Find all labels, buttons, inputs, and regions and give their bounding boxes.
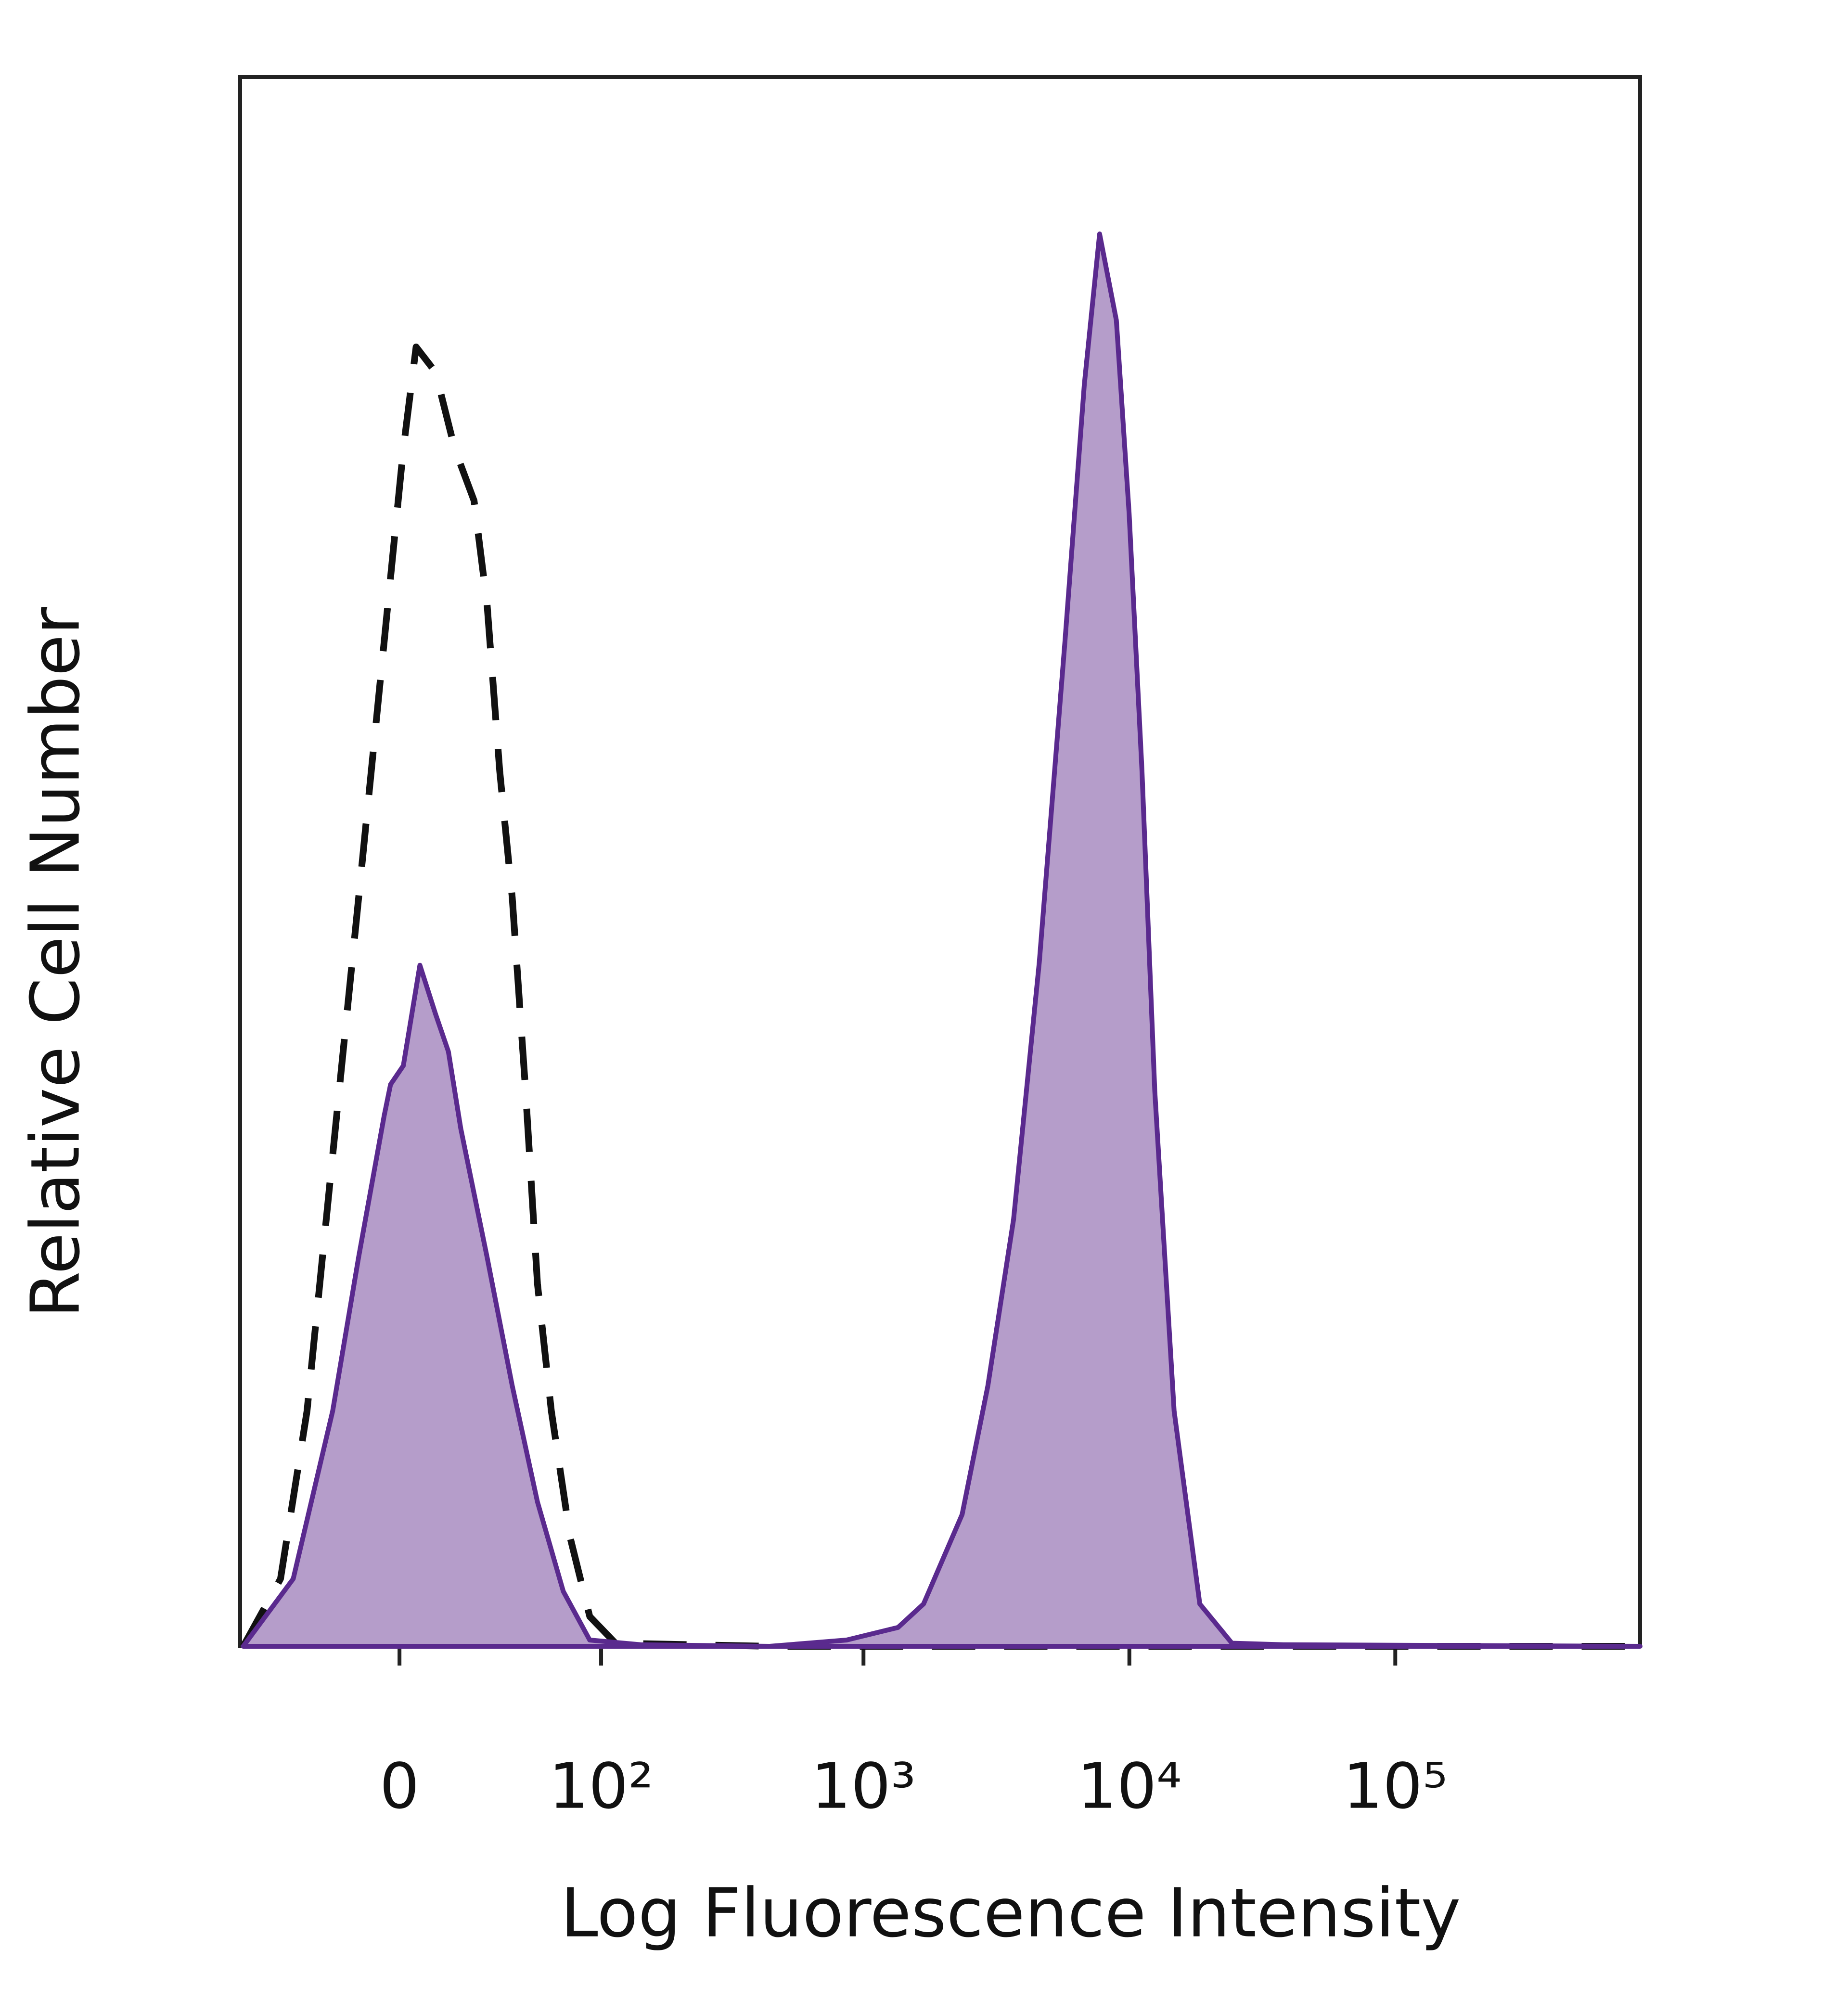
dashed-histogram: [240, 343, 1640, 1650]
y-axis-title: Relative Cell Number: [17, 607, 95, 1318]
x-axis-title: Log Fluorescence Intensity: [561, 1874, 1461, 1953]
filled-histogram: [241, 231, 1643, 1649]
x-tick-label: 0: [380, 1750, 420, 1823]
x-tick-label: 10⁴: [1077, 1750, 1182, 1823]
x-tick-label: 10³: [811, 1750, 916, 1823]
x-tick-label: 10²: [549, 1750, 654, 1823]
x-tick-label: 10⁵: [1343, 1750, 1448, 1823]
